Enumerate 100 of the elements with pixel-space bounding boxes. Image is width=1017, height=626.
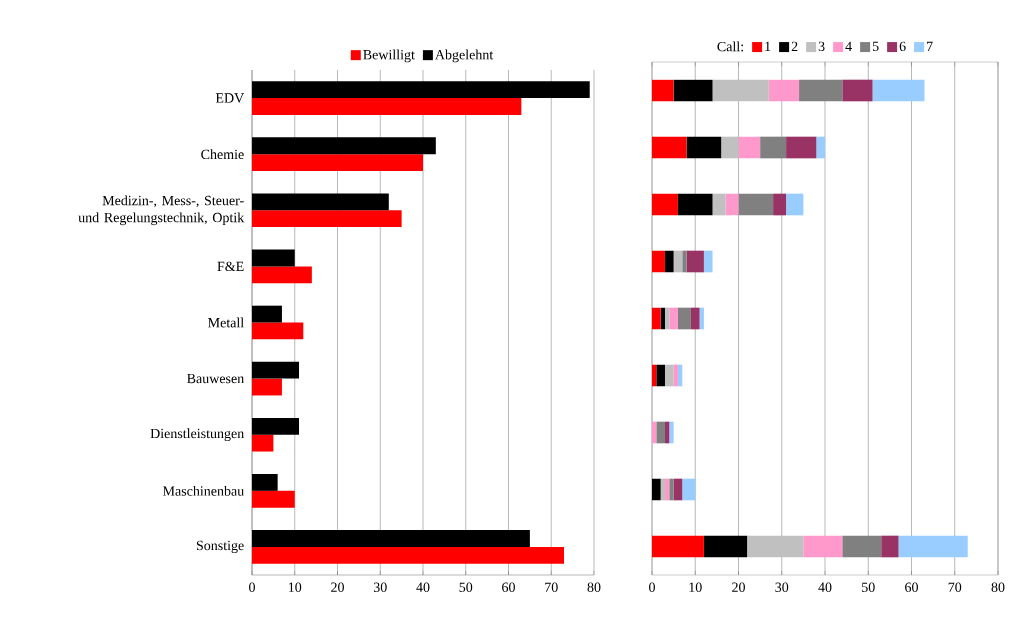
bar <box>872 79 925 102</box>
bar <box>252 322 304 340</box>
bar <box>816 136 825 159</box>
bar <box>252 305 282 323</box>
bar <box>669 307 678 330</box>
bar <box>652 250 665 273</box>
bar <box>664 364 674 387</box>
bar <box>747 535 804 558</box>
bar <box>252 473 278 491</box>
bar <box>252 81 590 99</box>
bar <box>252 546 565 564</box>
bar <box>652 478 661 501</box>
y-tick-label: Medizin-, Mess-, Steuer- und Regelungstechnik, Optik <box>78 195 245 226</box>
bar <box>721 136 739 159</box>
bar <box>652 136 687 159</box>
x-tick-label: 0 <box>649 582 655 592</box>
legend-label: 3 <box>818 41 825 52</box>
x-tick-label: 40 <box>416 582 430 592</box>
legend-label: 1 <box>765 41 771 51</box>
bar <box>252 210 402 228</box>
legend-label: 6 <box>899 41 906 52</box>
legend-label: Abgelehnt <box>435 49 494 63</box>
x-tick-label: 80 <box>587 582 601 592</box>
bar <box>252 434 274 452</box>
y-tick-label: Bauwesen <box>187 373 244 384</box>
bar <box>669 421 674 444</box>
x-tick-label: 20 <box>732 582 745 592</box>
x-tick-label: 30 <box>373 582 387 592</box>
legend-label: 4 <box>845 41 852 51</box>
bar <box>682 478 696 501</box>
bar <box>252 490 295 508</box>
bar <box>669 478 674 501</box>
x-tick-label: 60 <box>905 582 918 592</box>
y-tick-label: Metall <box>208 317 244 328</box>
bar <box>652 307 661 330</box>
bar <box>252 193 389 211</box>
bar <box>652 193 678 216</box>
bar <box>682 250 687 273</box>
legend-label: 5 <box>872 41 879 52</box>
bar <box>786 136 817 159</box>
bar <box>725 193 739 216</box>
bar <box>252 417 300 435</box>
legend-title: Call: <box>717 41 743 52</box>
bar <box>673 79 713 102</box>
bar <box>842 79 873 102</box>
y-tick-label: EDV <box>215 93 245 103</box>
legend-label: Bewilligt <box>363 49 415 63</box>
bar <box>703 250 713 273</box>
x-tick-label: 80 <box>991 582 1005 592</box>
bar <box>252 378 282 396</box>
bar <box>799 79 843 102</box>
bar <box>656 421 665 444</box>
bar <box>768 79 800 102</box>
x-tick-label: 50 <box>862 582 875 592</box>
bar <box>842 535 882 558</box>
bar <box>252 266 312 284</box>
bar <box>252 249 295 267</box>
y-tick-label: F&E <box>217 261 244 272</box>
x-tick-label: 10 <box>288 582 302 592</box>
bar <box>652 79 674 102</box>
bar <box>686 250 704 273</box>
bar <box>703 535 748 558</box>
bar <box>677 193 713 216</box>
bar <box>760 136 787 159</box>
y-tick-label: Chemie <box>201 149 244 160</box>
bar <box>252 98 522 115</box>
bar <box>803 535 843 558</box>
bar <box>881 535 899 558</box>
x-tick-label: 60 <box>502 582 515 592</box>
x-tick-label: 70 <box>545 582 558 592</box>
bar <box>677 307 691 330</box>
bar <box>738 193 774 216</box>
legend-label: 2 <box>791 41 798 51</box>
bar <box>786 193 804 216</box>
x-tick-label: 30 <box>775 582 789 592</box>
bar <box>252 530 530 547</box>
bar <box>252 137 436 155</box>
bar <box>898 535 968 558</box>
bar <box>656 364 665 387</box>
bar <box>712 193 726 216</box>
x-tick-label: 50 <box>459 582 473 592</box>
bar <box>686 136 722 159</box>
x-tick-label: 20 <box>331 582 344 592</box>
bar <box>252 154 423 172</box>
bar <box>738 136 761 159</box>
bar <box>252 361 300 379</box>
x-tick-label: 0 <box>249 582 255 592</box>
bar <box>673 478 683 501</box>
bar <box>712 79 769 102</box>
bar <box>664 250 674 273</box>
x-tick-label: 70 <box>948 582 962 592</box>
y-tick-label: Maschinenbau <box>162 485 244 496</box>
legend-label: 7 <box>927 41 933 51</box>
bar <box>652 535 704 558</box>
x-tick-label: 40 <box>818 582 832 592</box>
bar <box>673 250 683 273</box>
bar <box>690 307 700 330</box>
y-tick-label: Sonstige <box>196 540 244 554</box>
y-tick-label: Dienstleistungen <box>150 428 245 442</box>
bar <box>773 193 787 216</box>
